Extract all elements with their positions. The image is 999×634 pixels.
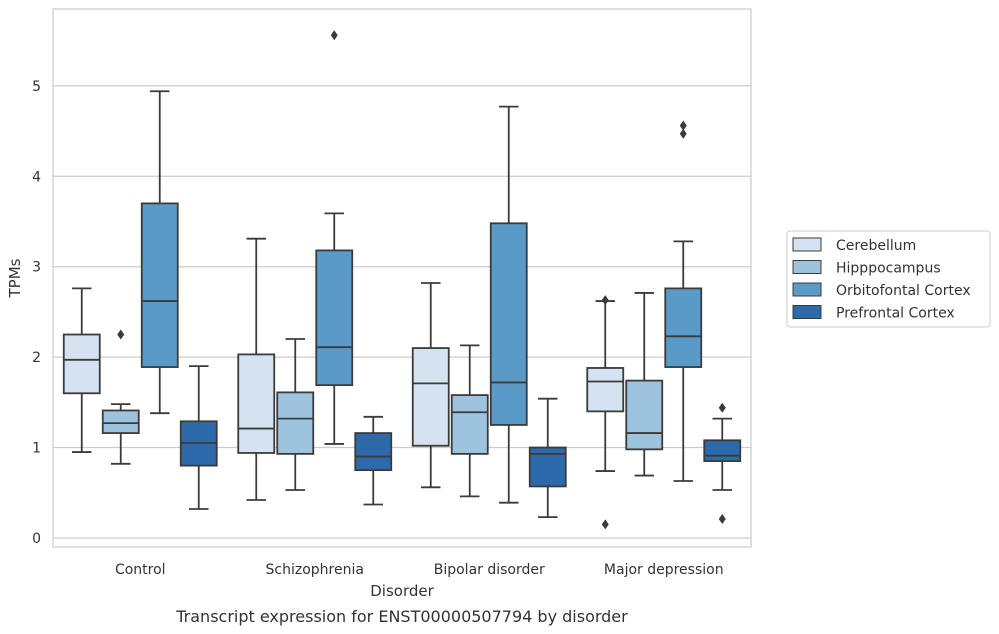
legend-swatch <box>792 282 822 297</box>
box-prefrontal-cortex-2 <box>354 415 393 506</box>
box-iqr <box>411 347 450 447</box>
box-cerebellum-1 <box>62 287 101 453</box>
box-iqr <box>625 379 664 451</box>
y-axis-ticks: 0 1 2 3 4 5 <box>32 79 41 547</box>
box-iqr <box>62 333 101 395</box>
legend-items: Cerebellum Hipppocampus Orbitofontal Corte… <box>792 237 971 322</box>
x-axis-label: Disorder <box>370 582 434 600</box>
box-iqr <box>450 394 489 455</box>
legend-swatch <box>792 260 822 274</box>
box-iqr <box>237 353 276 454</box>
legend-label: Hipppocampus <box>836 261 941 277</box>
outlier-point <box>601 295 609 306</box>
y-tick-label: 3 <box>32 260 41 276</box>
outlier-point <box>117 329 125 340</box>
x-tick-label: Schizophrenia <box>266 562 364 578</box>
outlier-point <box>601 519 609 530</box>
outlier-point <box>679 128 687 139</box>
box-iqr <box>354 432 393 472</box>
y-tick-label: 5 <box>32 79 41 95</box>
box-hipppocampus-2 <box>276 338 315 491</box>
chart-caption: Transcript expression for ENST0000050779… <box>175 607 628 626</box>
box-iqr <box>101 409 140 434</box>
outlier-point <box>330 30 338 41</box>
box-orbitofontal-cortex-1 <box>140 90 179 415</box>
legend: Cerebellum Hipppocampus Orbitofontal Corte… <box>786 230 991 328</box>
box-iqr <box>489 222 528 426</box>
outlier-point <box>679 120 687 131</box>
box-prefrontal-cortex-1 <box>179 365 218 510</box>
y-tick-label: 1 <box>32 441 41 457</box>
box-iqr <box>703 439 742 463</box>
x-tick-label: Bipolar disorder <box>434 562 545 578</box>
plot-area <box>62 30 742 530</box>
outlier-point <box>718 513 726 524</box>
box-prefrontal-cortex-3 <box>528 397 567 519</box>
box-iqr <box>664 287 703 368</box>
box-hipppocampus-4 <box>625 292 664 477</box>
legend-swatch <box>792 305 822 319</box>
outlier-point <box>718 402 726 413</box>
box-iqr <box>276 391 315 455</box>
box-iqr <box>140 202 179 368</box>
legend-frame <box>786 230 991 328</box>
box-cerebellum-4 <box>586 295 625 530</box>
legend-swatch <box>792 237 822 252</box>
box-prefrontal-cortex-4 <box>703 402 742 524</box>
y-axis-label: TPMs <box>6 258 24 298</box>
box-orbitofontal-cortex-2 <box>315 30 354 445</box>
legend-label: Orbitofontal Cortex <box>836 283 971 299</box>
box-cerebellum-3 <box>411 282 450 489</box>
box-orbitofontal-cortex-4 <box>664 120 703 482</box>
box-iqr <box>586 367 625 413</box>
legend-label: Cerebellum <box>836 238 916 254</box>
box-orbitofontal-cortex-3 <box>489 105 528 504</box>
y-tick-label: 0 <box>32 531 41 547</box>
y-tick-label: 2 <box>32 350 41 366</box>
plot-frame <box>52 8 752 548</box>
legend-label: Prefrontal Cortex <box>836 306 955 322</box>
x-tick-label: Major depression <box>604 562 724 578</box>
x-tick-label: Control <box>115 562 166 578</box>
box-hipppocampus-1 <box>101 329 140 465</box>
y-tick-label: 4 <box>32 169 41 185</box>
x-axis-ticks: Control Schizophrenia Bipolar disorder Majo… <box>115 562 724 578</box>
box-cerebellum-2 <box>237 237 276 501</box>
box-iqr <box>315 249 354 387</box>
box-hipppocampus-3 <box>450 344 489 498</box>
